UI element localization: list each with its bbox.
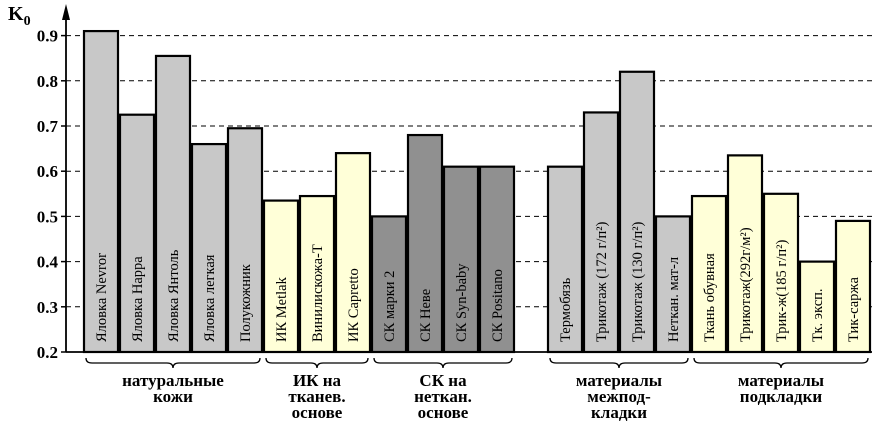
bar-label: СК марки 2 <box>382 271 398 342</box>
bar <box>654 215 692 354</box>
group-braces <box>85 357 869 369</box>
y-axis-arrow <box>62 4 70 20</box>
bar <box>726 154 764 354</box>
bar-label: Трикотаж (172 г/п²) <box>594 221 610 342</box>
group-label: материалы межпод-кладки <box>576 371 662 422</box>
bar <box>334 152 372 354</box>
bar-label: Яловка Янтоль <box>166 249 182 342</box>
y-tick-label: 0.2 <box>37 343 58 362</box>
bar-label: Трикотаж(292г/м²) <box>738 227 754 342</box>
bar-label: ИК Capretto <box>346 268 362 342</box>
group-brace <box>373 357 513 369</box>
bar <box>478 165 516 354</box>
bars <box>82 29 872 354</box>
group-label: СК на неткан. основе <box>414 371 472 422</box>
bar <box>442 165 480 354</box>
bar-labels: Яловка Nevror Яловка Нappa Яловка Янтоль Ял… <box>94 221 862 342</box>
y-tick-label: 0.7 <box>37 117 59 136</box>
bar <box>690 194 728 354</box>
bar-label: СК Syn-baby <box>454 263 470 342</box>
bar-label: Винилискожа-Т <box>310 244 326 342</box>
y-tick-label: 0.8 <box>37 72 58 91</box>
y-tick-label: 0.3 <box>37 298 58 317</box>
bar-label: Трик-ж(185 г/п²) <box>774 240 790 342</box>
y-axis: 0.2 0.3 0.4 0.5 0.6 0.7 0.8 0.9 <box>37 4 872 362</box>
bar-label: Яловка Nevror <box>94 253 110 342</box>
bar-label: Полукожник <box>238 263 254 342</box>
bar <box>582 111 620 354</box>
bar-label: Тик-саржа <box>846 277 862 342</box>
group-label: ИК на тканев. основе <box>288 371 345 422</box>
group-brace <box>265 357 369 369</box>
bar <box>262 199 300 354</box>
bar <box>798 260 836 354</box>
group-label: материалы подкладки <box>738 371 824 406</box>
bar-label: Трикотаж (130 г/п²) <box>630 221 646 342</box>
group-label: натуральные кожи <box>122 371 224 406</box>
bar <box>82 29 120 354</box>
bar-label: Неткан. мат-л <box>666 257 682 342</box>
bar-label: ИК Metlak <box>274 276 290 342</box>
group-labels: натуральные кожи ИК на тканев. основе СК на не… <box>122 371 824 422</box>
y-tick-label: 0.5 <box>37 207 58 226</box>
group-brace <box>549 357 689 369</box>
bar-label: СК Невe <box>418 289 434 342</box>
bar-label: Термобязь <box>558 277 574 342</box>
y-tick-label: 0.9 <box>37 27 58 46</box>
bar-label: Тк. эксп. <box>810 288 826 342</box>
bar <box>762 192 800 354</box>
y-tick-label: 0.4 <box>37 253 59 272</box>
bar-label: Ткань обувная <box>702 253 718 342</box>
y-tick-label: 0.6 <box>37 162 58 181</box>
bar-label: СК Positano <box>490 269 506 342</box>
y-axis-title: K0 <box>8 3 31 29</box>
bar <box>406 133 444 354</box>
bar-label: Яловка Нappa <box>130 256 146 342</box>
bar <box>190 142 228 354</box>
group-brace <box>693 357 869 369</box>
bar <box>834 219 872 354</box>
bar-label: Яловка легкая <box>202 254 218 342</box>
group-brace <box>85 357 261 369</box>
